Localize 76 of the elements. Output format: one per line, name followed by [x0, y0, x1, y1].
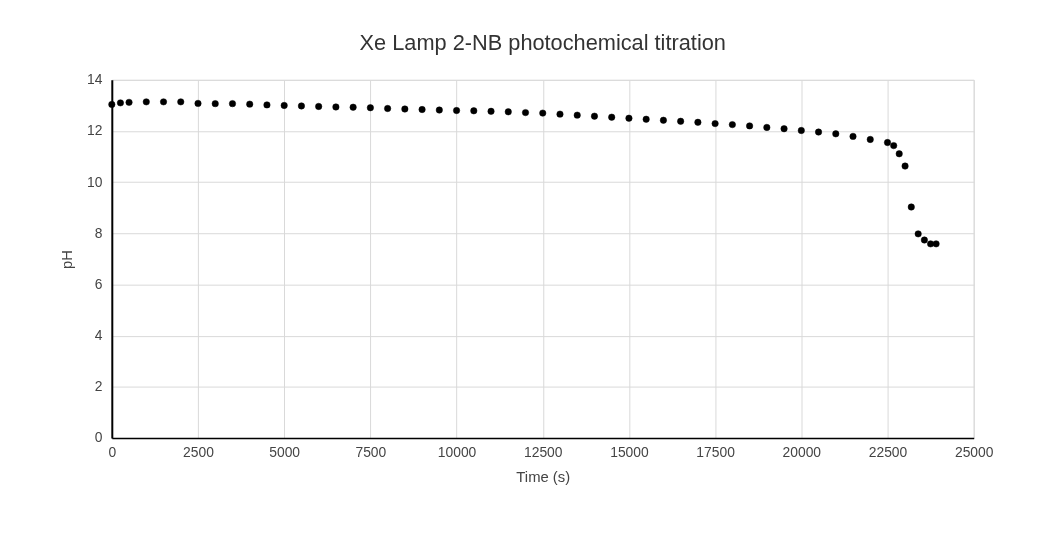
point — [366, 104, 374, 112]
point — [815, 128, 822, 136]
point — [763, 123, 771, 131]
point — [608, 113, 616, 121]
point — [642, 115, 650, 123]
point — [832, 130, 840, 138]
x-tick-label: 5000 — [269, 444, 301, 461]
point — [263, 101, 271, 109]
point — [556, 110, 564, 118]
point — [728, 121, 736, 129]
point — [659, 116, 667, 124]
x-tick-label: 12500 — [523, 444, 563, 461]
point — [920, 236, 928, 244]
point — [160, 98, 167, 106]
y-tick-label: 8 — [94, 224, 103, 241]
point — [470, 107, 478, 115]
point — [711, 120, 719, 128]
point — [573, 111, 581, 119]
point — [907, 203, 915, 211]
x-axis-title: Time (s) — [516, 469, 571, 486]
point — [349, 103, 357, 111]
point — [677, 117, 685, 125]
x-tick-label: 2500 — [183, 444, 215, 461]
point — [142, 98, 150, 106]
point — [487, 107, 495, 115]
chart-title: Xe Lamp 2-NB photochemical titration — [359, 30, 726, 56]
y-tick-label: 14 — [87, 71, 103, 88]
point — [246, 100, 254, 108]
y-tick-label: 6 — [94, 275, 103, 292]
point — [229, 100, 236, 108]
point — [591, 112, 598, 120]
point — [297, 102, 305, 110]
x-tick-label: 0 — [108, 444, 117, 461]
point — [315, 103, 323, 110]
point — [522, 109, 529, 117]
point — [177, 98, 185, 106]
y-tick-label: 2 — [94, 378, 103, 395]
point — [453, 107, 461, 114]
point — [780, 125, 788, 133]
y-axis-title: pH — [59, 249, 76, 269]
point — [401, 105, 409, 113]
point — [694, 118, 702, 126]
y-tick-label: 10 — [87, 173, 103, 190]
point — [849, 132, 857, 140]
point — [211, 100, 219, 108]
x-tick-label: 17500 — [696, 444, 736, 461]
point — [418, 106, 426, 113]
y-tick-label: 4 — [94, 327, 103, 344]
point — [746, 122, 754, 130]
point — [384, 105, 392, 112]
x-tick-label: 10000 — [437, 444, 477, 461]
point — [108, 100, 116, 108]
point — [895, 150, 903, 158]
point — [914, 230, 922, 238]
point — [539, 109, 547, 117]
point — [280, 101, 288, 109]
point — [435, 106, 443, 114]
x-tick-label: 25000 — [954, 444, 994, 461]
point — [504, 108, 512, 116]
point — [797, 127, 805, 134]
x-tick-label: 20000 — [782, 444, 822, 461]
y-tick-label: 0 — [94, 429, 103, 446]
x-tick-label: 22500 — [868, 444, 908, 461]
point — [884, 139, 891, 146]
point — [194, 99, 202, 107]
point — [116, 99, 124, 107]
x-tick-label: 7500 — [355, 444, 387, 461]
point — [901, 162, 909, 170]
x-tick-label: 15000 — [610, 444, 649, 461]
point — [332, 103, 340, 111]
point — [932, 240, 940, 248]
point — [625, 114, 633, 122]
point — [866, 136, 874, 143]
y-tick-label: 12 — [87, 122, 103, 139]
point — [890, 142, 898, 150]
point — [125, 98, 133, 106]
